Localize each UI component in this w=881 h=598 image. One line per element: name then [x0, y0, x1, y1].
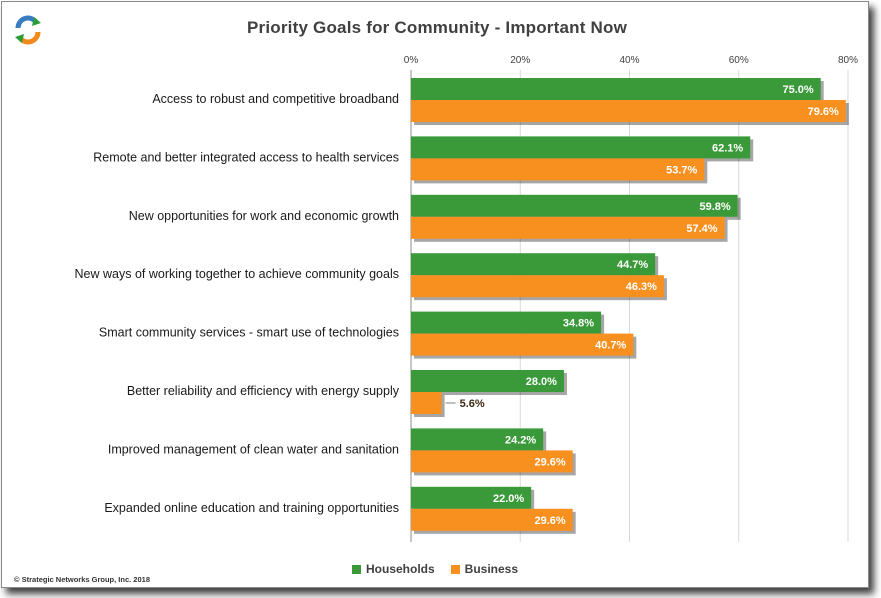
data-label: 62.1%	[712, 142, 743, 154]
category-label: Access to robust and competitive broadba…	[152, 92, 399, 106]
legend-label-business: Business	[464, 562, 519, 576]
category-label: Better reliability and efficiency with e…	[127, 384, 400, 398]
category-label: Remote and better integrated access to h…	[93, 150, 399, 164]
x-tick-label: 0%	[404, 55, 419, 66]
bar-households	[411, 428, 544, 451]
bar-business	[411, 392, 442, 414]
bar-households	[411, 78, 821, 100]
bar-business	[411, 333, 634, 356]
bar-business	[411, 158, 705, 181]
data-label: 40.7%	[595, 340, 626, 352]
bar-households	[411, 486, 532, 509]
bar-business	[411, 450, 573, 473]
data-label: 46.3%	[626, 281, 657, 293]
chart-title: Priority Goals for Community - Important…	[247, 18, 627, 37]
legend-label-households: Households	[366, 562, 435, 576]
bar-business	[411, 275, 664, 298]
x-tick-label: 60%	[729, 55, 749, 66]
legend-swatch-households	[352, 564, 361, 574]
bar-business	[411, 100, 846, 122]
x-tick-label: 20%	[510, 55, 530, 66]
data-label: 57.4%	[686, 223, 717, 235]
bar-households	[411, 370, 564, 392]
x-tick-label: 80%	[838, 55, 858, 66]
legend-item-business: Business	[450, 562, 519, 576]
data-label: 44.7%	[617, 259, 648, 271]
data-label: 34.8%	[563, 318, 594, 330]
bar-business	[411, 216, 725, 239]
legend-swatch-business	[450, 564, 460, 574]
copyright-note: © Strategic Networks Group, Inc. 2018	[14, 575, 150, 584]
bar-households	[411, 136, 751, 159]
category-label: Improved management of clean water and s…	[108, 442, 399, 456]
data-label: 59.8%	[699, 201, 730, 213]
x-tick-label: 40%	[619, 55, 639, 66]
legend: Households Business	[352, 562, 518, 576]
data-label: 79.6%	[808, 106, 839, 118]
data-label: 29.6%	[534, 456, 565, 468]
circular-arrows-logo-icon	[15, 15, 41, 45]
bar-households	[411, 253, 656, 276]
bar-households	[411, 311, 602, 334]
data-label: 22.0%	[493, 493, 524, 505]
data-label: 75.0%	[782, 84, 813, 96]
chart-frame: Priority Goals for Community - Important…	[1, 1, 869, 588]
data-label: 24.2%	[505, 434, 536, 446]
data-label: 28.0%	[526, 376, 557, 388]
legend-item-households: Households	[352, 562, 435, 576]
data-label: 53.7%	[666, 164, 697, 176]
data-label: 5.6%	[460, 398, 485, 410]
data-label: 29.6%	[534, 515, 565, 527]
bar-business	[411, 508, 573, 531]
category-label: New ways of working together to achieve …	[75, 267, 399, 281]
category-label: Expanded online education and training o…	[104, 501, 399, 515]
category-label: Smart community services - smart use of …	[99, 326, 399, 340]
bar-chart: 0% 20% 40% 60% 80% Access to robust and compe…	[75, 55, 858, 542]
category-label: New opportunities for work and economic …	[129, 209, 399, 223]
bar-households	[411, 194, 738, 217]
